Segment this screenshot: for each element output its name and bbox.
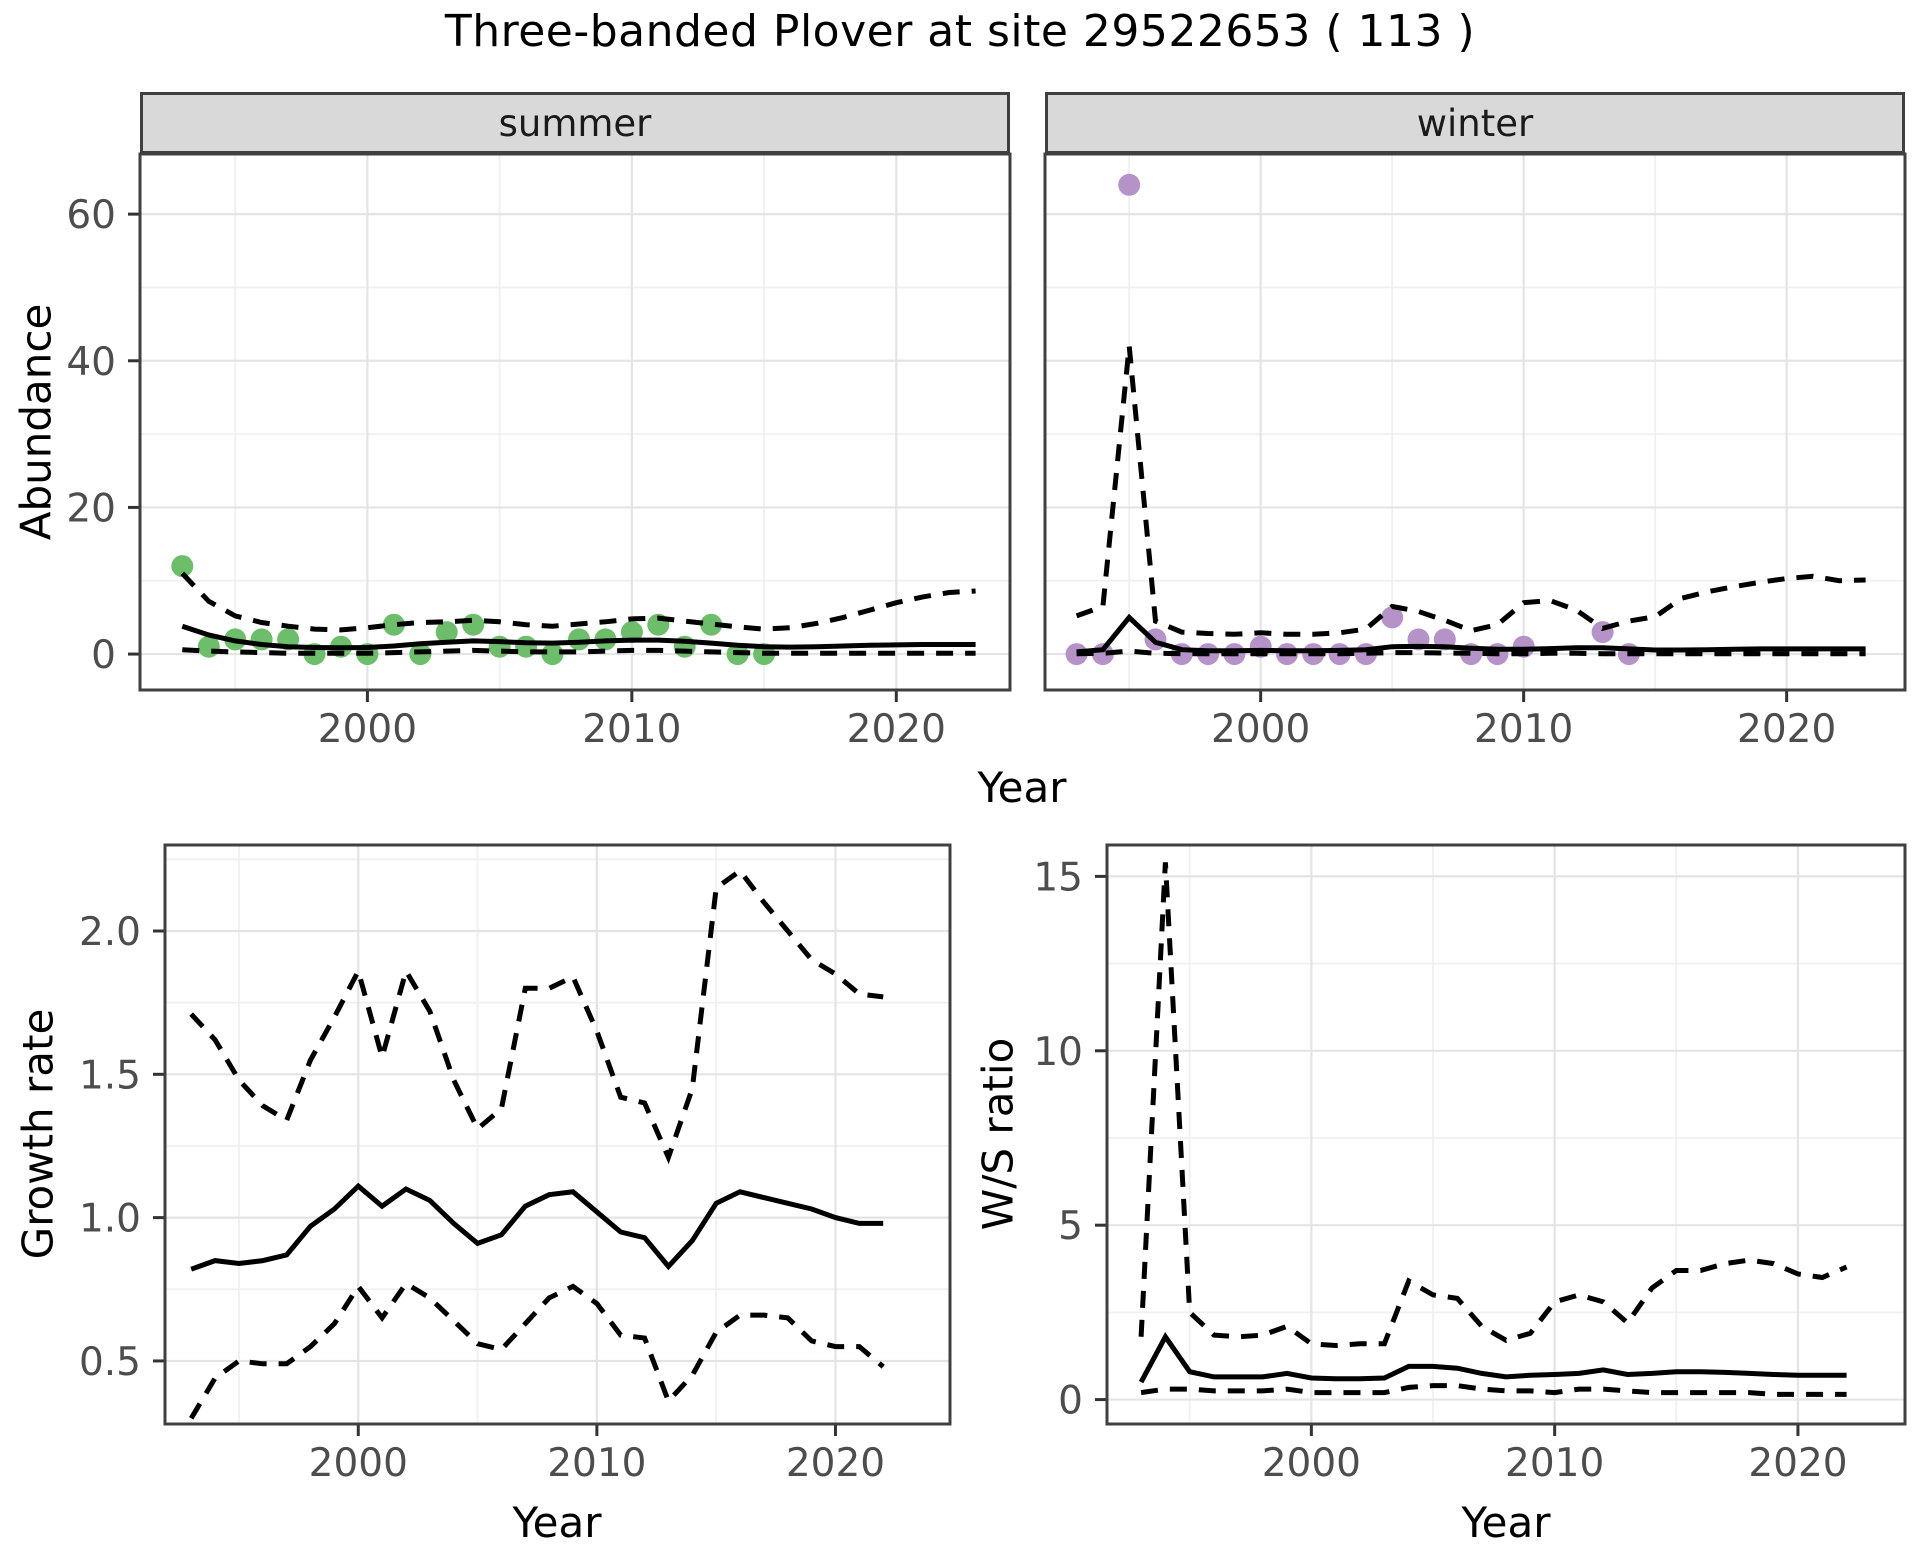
svg-text:0.5: 0.5 (79, 1340, 141, 1385)
abundance-summer-point (700, 613, 723, 636)
svg-text:2020: 2020 (1737, 707, 1836, 752)
abundance-summer-point (515, 635, 538, 658)
svg-text:2010: 2010 (547, 1441, 646, 1486)
abundance-winter-svg: 2000 2010 2020 (1043, 152, 1907, 752)
ws-ratio-estimate (1138, 1332, 1847, 1384)
abundance-axis-title: Abundance (11, 303, 61, 541)
facet-strip-winter-label: winter (1416, 101, 1534, 145)
svg-text:0: 0 (91, 633, 116, 678)
svg-text:40: 40 (66, 340, 116, 385)
svg-text:2020: 2020 (786, 1441, 885, 1486)
svg-text:2000: 2000 (1211, 707, 1310, 752)
svg-text:2010: 2010 (1474, 707, 1573, 752)
svg-text:10: 10 (1033, 1030, 1083, 1075)
abundance-winter-point (1381, 606, 1404, 629)
svg-text:15: 15 (1033, 855, 1083, 900)
facet-strip-winter: winter (1045, 92, 1905, 154)
abundance-summer-estimate (181, 623, 976, 651)
svg-text:1.5: 1.5 (79, 1053, 141, 1098)
chart-abundance-summer: 2000 2010 2020 0 20 40 60 (66, 152, 1012, 752)
abundance-summer-point (620, 621, 643, 644)
abundance-winter-estimate (1076, 613, 1866, 655)
svg-text:2020: 2020 (847, 707, 946, 752)
svg-text:2000: 2000 (309, 1441, 408, 1486)
year-axis-title-top: Year (977, 763, 1067, 812)
abundance-winter-upper-ci (1075, 345, 1866, 637)
year-axis-title-bottom-left: Year (512, 1498, 602, 1547)
abundance-summer-point (462, 613, 485, 636)
svg-text:2000: 2000 (1262, 1441, 1361, 1486)
svg-text:2010: 2010 (1505, 1441, 1604, 1486)
abundance-summer-point (382, 613, 405, 636)
growth-rate-svg: 2000 2010 2020 0.5 1.0 1.5 2.0 (79, 843, 952, 1486)
ws-ratio-upper-ci (1138, 862, 1848, 1349)
chart-abundance-winter: 2000 2010 2020 (1043, 152, 1907, 752)
svg-text:2.0: 2.0 (79, 910, 141, 955)
growth-rate-upper-ci (189, 867, 884, 1165)
growth-rate-lower-ci (189, 1280, 885, 1420)
svg-text:60: 60 (66, 193, 116, 238)
chart-ws-ratio: 2000 2010 2020 0 5 10 15 (1033, 843, 1907, 1486)
abundance-summer-point (171, 555, 194, 578)
abundance-summer-lower-ci (182, 647, 976, 656)
year-axis-title-bottom-right: Year (1461, 1498, 1551, 1547)
svg-text:0: 0 (1058, 1379, 1083, 1424)
ws-ratio-lower-ci (1140, 1383, 1847, 1397)
abundance-summer-point (541, 643, 564, 666)
abundance-summer-svg: 2000 2010 2020 0 20 40 60 (66, 152, 1012, 752)
svg-text:2020: 2020 (1748, 1441, 1847, 1486)
abundance-winter-point (1118, 173, 1141, 196)
chart-growth-rate: 2000 2010 2020 0.5 1.0 1.5 2.0 (79, 843, 952, 1486)
svg-text:2010: 2010 (582, 707, 681, 752)
growth-rate-estimate (190, 1182, 884, 1272)
facet-strip-summer: summer (140, 92, 1010, 154)
svg-text:20: 20 (66, 486, 116, 531)
abundance-summer-upper-ci (180, 571, 976, 633)
svg-text:1.0: 1.0 (79, 1197, 141, 1242)
plot-title: Three-banded Plover at site 29522653 ( 1… (444, 6, 1476, 57)
facet-strip-summer-label: summer (498, 101, 652, 145)
svg-text:5: 5 (1058, 1204, 1083, 1249)
svg-text:2000: 2000 (318, 707, 417, 752)
ws-ratio-svg: 2000 2010 2020 0 5 10 15 (1033, 843, 1907, 1486)
abundance-winter-point (1065, 643, 1088, 666)
growth-rate-axis-title: Growth rate (13, 1008, 63, 1260)
abundance-summer-point (435, 621, 458, 644)
abundance-winter-lower-ci (1076, 648, 1866, 657)
ws-ratio-axis-title: W/S ratio (973, 1037, 1023, 1231)
